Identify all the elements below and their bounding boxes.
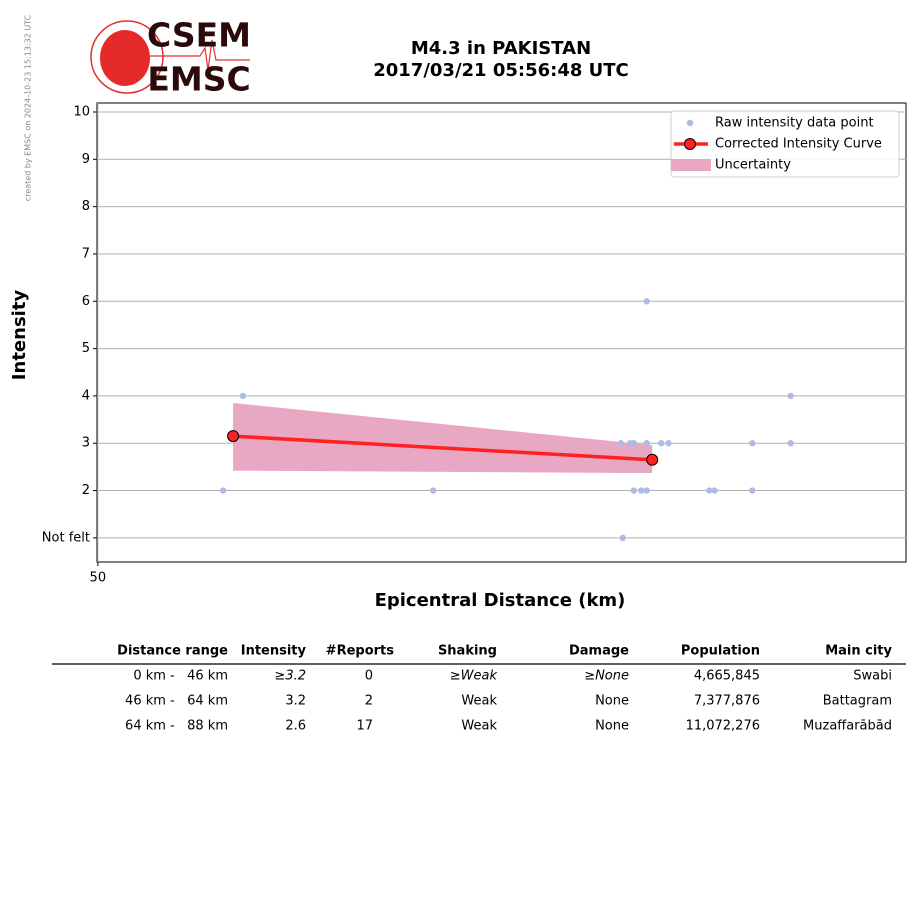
- data-point: [630, 487, 638, 494]
- x-axis-label: Epicentral Distance (km): [375, 590, 626, 611]
- y-tick-label: 8: [82, 199, 90, 214]
- curve-point: [227, 430, 240, 443]
- table-cell: ≥Weak: [450, 669, 498, 684]
- legend-label: Corrected Intensity Curve: [715, 137, 882, 152]
- y-tick-label: 9: [82, 152, 90, 167]
- y-tick-label: Not felt: [42, 530, 90, 545]
- data-point: [787, 440, 794, 447]
- data-point: [239, 392, 247, 400]
- table-cell: 7,377,876: [694, 694, 760, 709]
- y-tick-label: 7: [82, 246, 90, 261]
- logo-globe: [100, 30, 150, 86]
- table-header: Intensity: [241, 644, 307, 659]
- y-tick-label: 2: [82, 483, 90, 498]
- table-header: Main city: [825, 644, 892, 659]
- data-point: [643, 298, 650, 305]
- legend-label: Raw intensity data point: [715, 116, 874, 131]
- table-header: Shaking: [438, 644, 497, 659]
- y-tick-label: 4: [82, 388, 90, 403]
- table-cell: Battagram: [823, 694, 892, 709]
- curve-point: [646, 453, 659, 466]
- data-point: [619, 534, 626, 542]
- data-point: [665, 440, 672, 447]
- data-point: [711, 487, 718, 494]
- logo-wave: [150, 39, 250, 71]
- y-tick-label: 6: [82, 294, 90, 309]
- table-cell: None: [595, 694, 629, 709]
- table-header: Damage: [569, 644, 629, 659]
- data-point: [643, 487, 650, 494]
- table-cell: Swabi: [853, 669, 892, 684]
- plot-frame: [96, 102, 907, 563]
- y-tick-label: 3: [82, 436, 90, 451]
- table-cell: ≥3.2: [274, 669, 306, 684]
- logo-top: CSEM: [147, 16, 251, 55]
- table-cell: 11,072,276: [686, 719, 760, 734]
- table-cell: None: [595, 719, 629, 734]
- table-cell: 3.2: [285, 694, 306, 709]
- legend-box: [670, 110, 900, 178]
- table-cell: Weak: [461, 694, 497, 709]
- y-tick-label: 5: [82, 341, 90, 356]
- logo-ring: [90, 20, 164, 94]
- table-cell: 2: [365, 694, 373, 709]
- data-point: [630, 440, 638, 447]
- data-point: [787, 392, 794, 400]
- data-point: [637, 487, 645, 494]
- x-tick-label: 50: [90, 571, 107, 586]
- y-axis-label: Intensity: [9, 290, 30, 381]
- logo-bottom: EMSC: [147, 60, 250, 99]
- legend-marker: [671, 159, 711, 171]
- data-point: [429, 487, 437, 494]
- table-cell: 0 km - 46 km: [133, 669, 228, 684]
- side-note: created by EMSC on 2024-10-23 15:13:32 U…: [24, 14, 33, 201]
- table-cell: 2.6: [285, 719, 306, 734]
- table-header: #Reports: [326, 644, 395, 659]
- chart-subtitle: 2017/03/21 05:56:48 UTC: [373, 60, 629, 81]
- data-point: [706, 487, 713, 494]
- table-header: Population: [681, 644, 760, 659]
- legend-label: Uncertainty: [715, 158, 791, 173]
- table-header: Distance range: [117, 644, 228, 659]
- table-cell: Muzaffarābād: [803, 719, 892, 734]
- y-tick-label: 10: [73, 104, 90, 119]
- table-cell: ≥None: [584, 669, 629, 684]
- data-point: [749, 487, 756, 494]
- table-cell: 0: [365, 669, 373, 684]
- table-cell: 64 km - 88 km: [125, 719, 228, 734]
- legend-marker: [684, 138, 696, 150]
- table-cell: 17: [356, 719, 373, 734]
- data-point: [749, 440, 756, 447]
- table-cell: Weak: [461, 719, 497, 734]
- legend-marker: [686, 119, 694, 127]
- data-point: [643, 440, 650, 447]
- chart-title: M4.3 in PAKISTAN: [411, 38, 591, 59]
- logo: CSEM EMSC: [90, 16, 251, 99]
- table-cell: 4,665,845: [694, 669, 760, 684]
- table-cell: 46 km - 64 km: [125, 694, 228, 709]
- data-point: [658, 440, 665, 447]
- data-point: [617, 440, 625, 447]
- data-point: [219, 487, 227, 494]
- curve: [232, 434, 653, 462]
